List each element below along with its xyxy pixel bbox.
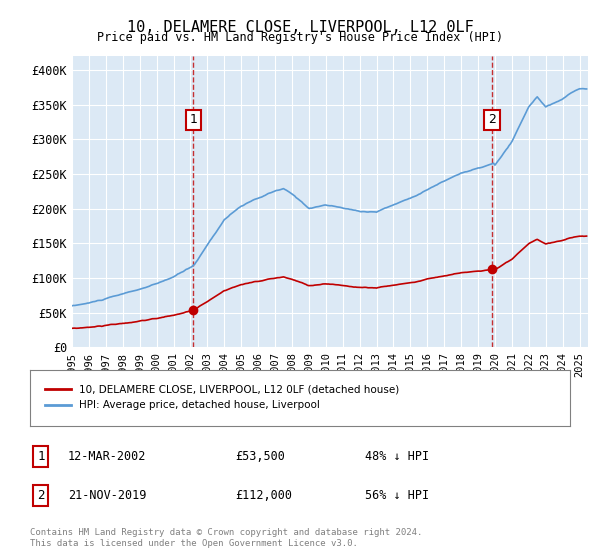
Text: 1: 1 [190, 113, 197, 127]
Text: 21-NOV-2019: 21-NOV-2019 [68, 489, 146, 502]
Text: 2: 2 [37, 489, 44, 502]
Text: 10, DELAMERE CLOSE, LIVERPOOL, L12 0LF: 10, DELAMERE CLOSE, LIVERPOOL, L12 0LF [127, 20, 473, 35]
Text: Price paid vs. HM Land Registry's House Price Index (HPI): Price paid vs. HM Land Registry's House … [97, 31, 503, 44]
Text: 1: 1 [37, 450, 44, 463]
Text: This data is licensed under the Open Government Licence v3.0.: This data is licensed under the Open Gov… [30, 539, 358, 548]
Text: 2: 2 [488, 113, 496, 127]
Text: £112,000: £112,000 [235, 489, 292, 502]
Legend: 10, DELAMERE CLOSE, LIVERPOOL, L12 0LF (detached house), HPI: Average price, det: 10, DELAMERE CLOSE, LIVERPOOL, L12 0LF (… [41, 381, 404, 414]
Text: £53,500: £53,500 [235, 450, 285, 463]
Text: 12-MAR-2002: 12-MAR-2002 [68, 450, 146, 463]
Text: 48% ↓ HPI: 48% ↓ HPI [365, 450, 429, 463]
Text: Contains HM Land Registry data © Crown copyright and database right 2024.: Contains HM Land Registry data © Crown c… [30, 528, 422, 537]
Text: 56% ↓ HPI: 56% ↓ HPI [365, 489, 429, 502]
